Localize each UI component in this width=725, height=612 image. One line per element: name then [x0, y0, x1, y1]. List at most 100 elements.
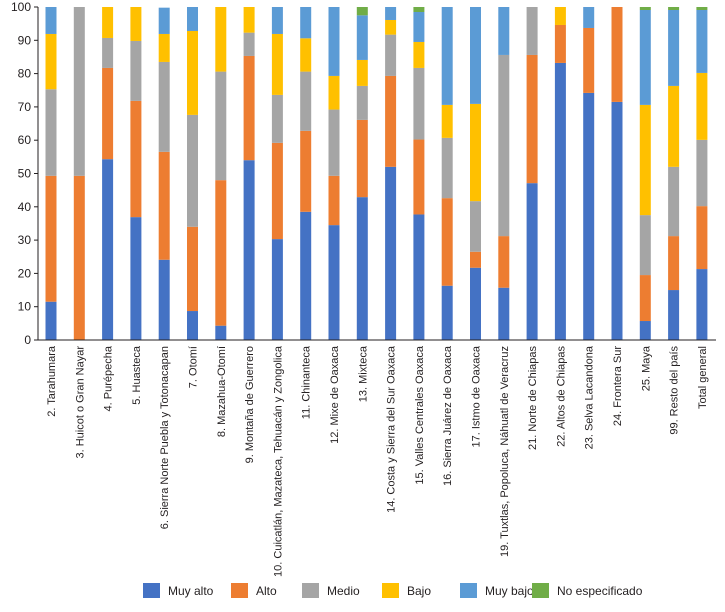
y-tick-label: 30 — [18, 233, 32, 247]
bar-segment-bajo — [102, 7, 114, 38]
y-tick-label: 0 — [24, 333, 31, 347]
legend-label: Muy alto — [168, 584, 214, 598]
bar-segment-muy-bajo — [583, 7, 595, 28]
x-tick-label: 7. Otomí — [188, 346, 200, 388]
bar-segment-alto — [470, 251, 481, 268]
x-tick-label: 16. Sierra Juárez de Oaxaca — [442, 345, 454, 486]
x-tick-label: 8. Mazahua-Otomí — [216, 346, 228, 437]
bar-segment-bajo — [300, 38, 312, 72]
bar-segment-muy-alto — [498, 287, 510, 340]
bar-segment-alto — [45, 175, 57, 302]
bar-segment-bajo — [187, 30, 198, 115]
bar-segment-alto — [215, 180, 227, 326]
x-tick-label: 12. Mixe de Oaxaca — [329, 345, 341, 444]
bar-segment-muy-bajo — [187, 7, 198, 31]
bar-segment-muy-bajo — [498, 7, 510, 55]
bar-segment-muy-bajo — [45, 7, 57, 34]
bar-segment-medio — [102, 37, 114, 68]
x-tick-label: 13. Mixteca — [357, 345, 369, 402]
x-tick-label: 23. Selva Lacandona — [584, 345, 596, 449]
bar-segment-muy-alto — [328, 225, 340, 340]
x-tick-label: 6. Sierra Norte Puebla y Totonacapan — [159, 346, 171, 529]
legend-label: Medio — [327, 584, 360, 598]
bar-segment-bajo — [271, 33, 283, 95]
bar-segment-muy-alto — [300, 211, 312, 340]
bar-segment-alto — [187, 226, 198, 312]
x-tick-label: 25. Maya — [640, 345, 652, 391]
bar-segment-alto — [300, 130, 312, 212]
bar-segment-medio — [498, 54, 510, 237]
bar-segment-muy-bajo — [639, 9, 651, 105]
x-tick-label: Total general — [697, 346, 709, 409]
x-axis: 2. Tarahumara 3. Huicot o Gran Nayar 4. Pu… — [38, 339, 716, 577]
bar-segment-muy-alto — [696, 269, 708, 340]
bar-segment-medio — [73, 7, 85, 176]
bar-segment-no-especificado — [356, 7, 368, 16]
bar-segment-alto — [158, 151, 170, 260]
bar-segment-medio — [668, 166, 680, 237]
bar-segment-alto — [526, 54, 538, 184]
bar-segment-muy-alto — [45, 301, 57, 340]
bar-segment-medio — [158, 61, 170, 152]
bar-segment-alto — [413, 139, 425, 215]
y-tick-label: 90 — [18, 33, 32, 47]
x-tick-label: 14. Costa y Sierra del Sur Oaxaca — [386, 345, 398, 513]
legend-label: No especificado — [557, 584, 643, 598]
bar-segment-muy-alto — [102, 159, 114, 340]
bar-segment-medio — [696, 139, 708, 207]
bar-segment-bajo — [130, 7, 142, 41]
bar-segment-bajo — [696, 72, 708, 140]
legend-swatch — [460, 583, 477, 598]
bar-segment-muy-alto — [668, 290, 680, 340]
bar-segment-muy-bajo — [300, 7, 312, 39]
x-tick-label: 4. Purépecha — [103, 345, 115, 411]
bar-segment-muy-alto — [441, 285, 453, 340]
y-axis: 0 10 20 30 40 50 60 70 80 90 100 — [11, 0, 39, 347]
bar-segment-muy-alto — [583, 92, 595, 340]
bar-segment-muy-alto — [356, 197, 368, 340]
bar-segment-muy-bajo — [441, 7, 453, 105]
legend-label: Muy bajo — [485, 584, 534, 598]
bar-segment-bajo — [356, 59, 368, 86]
bar-segment-muy-bajo — [413, 11, 425, 42]
bar-segment-muy-alto — [385, 166, 397, 340]
x-tick-label: 24. Frontera Sur — [612, 346, 624, 426]
bar-segment-alto — [668, 236, 680, 291]
legend-swatch — [231, 583, 248, 598]
bar-segment-bajo — [328, 75, 340, 110]
y-tick-label: 60 — [18, 133, 32, 147]
bar-segment-alto — [102, 67, 114, 160]
x-tick-label: 99. Resto del país — [669, 346, 681, 435]
bar-segment-muy-alto — [130, 217, 142, 340]
legend-swatch — [532, 583, 549, 598]
x-tick-label: 5. Huasteca — [131, 345, 143, 405]
bar-segment-muy-alto — [554, 62, 566, 340]
bar-segment-alto — [130, 100, 142, 218]
bar-segment-bajo — [441, 104, 453, 138]
bar-segment-alto — [583, 27, 595, 93]
bar-segment-medio — [215, 71, 227, 181]
x-tick-label: 21. Norte de Chiapas — [527, 346, 539, 450]
bar-segment-bajo — [385, 19, 397, 35]
bar-segment-alto — [243, 55, 255, 161]
legend-swatch — [382, 583, 399, 598]
bar-segment-alto — [611, 7, 623, 102]
y-tick-label: 70 — [18, 100, 32, 114]
bar-segment-alto — [498, 236, 510, 288]
y-tick-label: 80 — [18, 67, 32, 81]
bar-segment-muy-alto — [639, 321, 651, 340]
bar-segment-bajo — [413, 41, 425, 68]
bar-segment-medio — [470, 201, 481, 252]
bar-segment-bajo — [668, 85, 680, 167]
bar-segment-muy-bajo — [696, 9, 708, 73]
bar-segment-muy-bajo — [271, 7, 283, 34]
bar-segment-alto — [554, 24, 566, 63]
x-tick-label: 3. Huicot o Gran Nayar — [74, 346, 86, 459]
bar-segment-no-especificado — [696, 7, 708, 10]
x-tick-label: 19. Tuxtlas, Popoluca, Náhuatl de Veracr… — [499, 346, 511, 557]
legend-swatch — [302, 583, 319, 598]
bar-segment-bajo — [158, 33, 170, 62]
bar-segment-bajo — [45, 33, 57, 90]
bar-segment-muy-alto — [526, 183, 538, 340]
